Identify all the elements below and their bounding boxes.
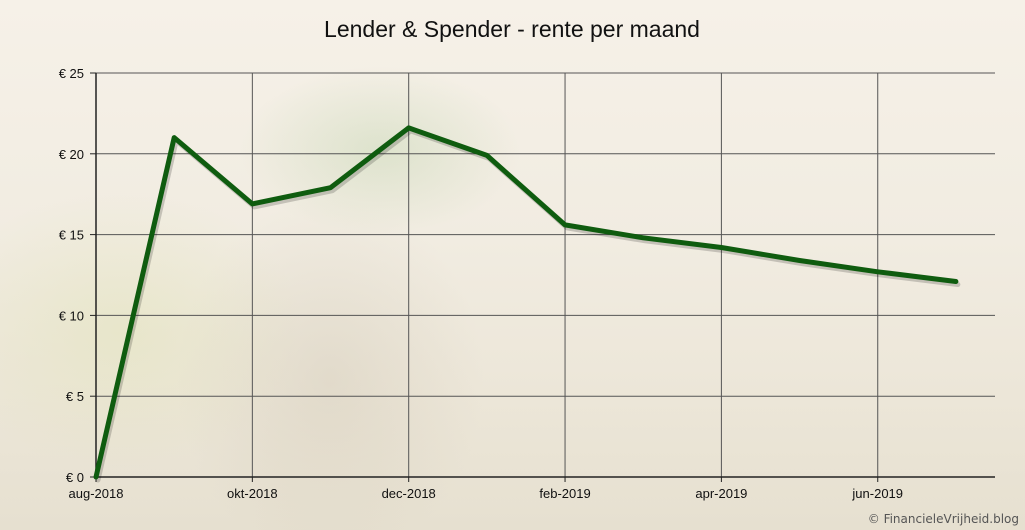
data-point xyxy=(250,201,255,206)
y-tick-label: € 20 xyxy=(59,147,84,162)
y-tick-label: € 0 xyxy=(66,470,84,485)
x-tick-label: dec-2018 xyxy=(382,486,436,501)
y-axis-ticks: € 0 € 5 € 10 € 15 € 20 € 25 xyxy=(59,66,96,485)
y-tick-label: € 25 xyxy=(59,66,84,81)
y-tick-label: € 5 xyxy=(66,389,84,404)
data-point xyxy=(172,135,177,140)
x-tick-label: feb-2019 xyxy=(539,486,590,501)
data-point xyxy=(641,235,646,240)
data-point xyxy=(797,258,802,263)
grid xyxy=(96,72,995,477)
y-tick-label: € 10 xyxy=(59,308,84,323)
data-point xyxy=(94,475,98,479)
axes xyxy=(95,73,995,478)
series-line xyxy=(93,125,959,480)
data-point xyxy=(875,269,880,274)
x-axis-ticks: aug-2018 okt-2018 dec-2018 feb-2019 apr-2019… xyxy=(69,477,903,501)
x-tick-label: aug-2018 xyxy=(69,486,124,501)
series xyxy=(93,125,961,483)
copyright-credit: © FinancieleVrijheid.blog xyxy=(867,512,1019,526)
y-tick-label: € 15 xyxy=(59,228,84,243)
data-point xyxy=(328,185,333,190)
x-tick-label: apr-2019 xyxy=(695,486,747,501)
data-point xyxy=(563,222,568,227)
data-point xyxy=(484,153,489,158)
data-point xyxy=(953,279,958,284)
data-point xyxy=(719,245,724,250)
x-tick-label: jun-2019 xyxy=(851,486,903,501)
data-point xyxy=(406,125,411,130)
x-tick-label: okt-2018 xyxy=(227,486,278,501)
chart-title: Lender & Spender - rente per maand xyxy=(324,16,700,42)
